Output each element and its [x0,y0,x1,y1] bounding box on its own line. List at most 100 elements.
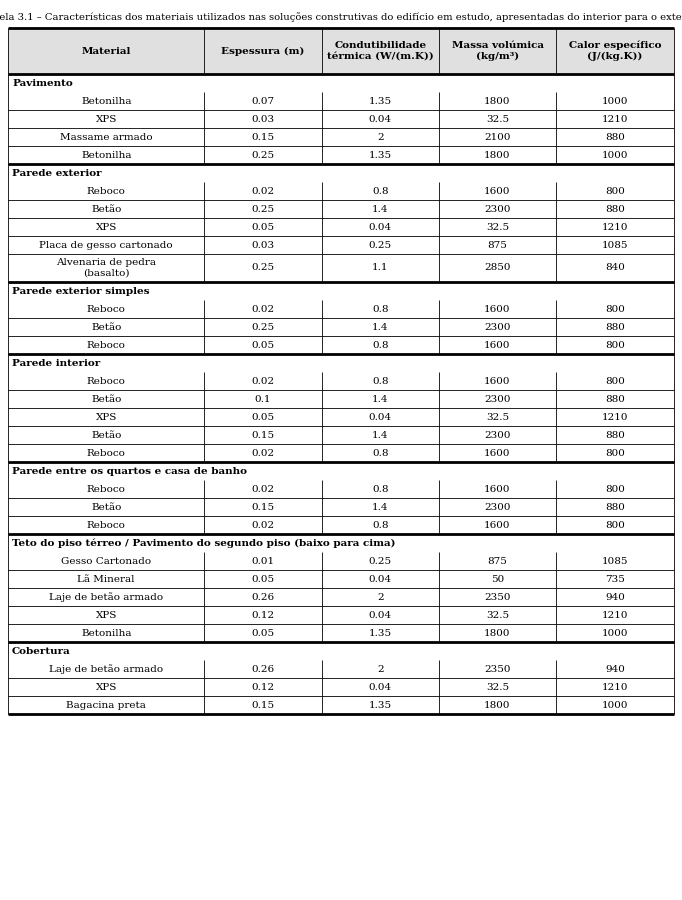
Text: 1.35: 1.35 [369,628,392,637]
Text: 0.25: 0.25 [252,322,275,331]
Text: 800: 800 [605,484,625,493]
Text: Reboco: Reboco [87,448,125,457]
Text: 1210: 1210 [602,610,628,619]
Text: 32.5: 32.5 [486,682,509,691]
Text: Placa de gesso cartonado: Placa de gesso cartonado [40,240,173,249]
Text: 2350: 2350 [484,592,511,601]
Text: 0.8: 0.8 [372,520,389,529]
Text: Betão: Betão [91,204,121,213]
Text: Reboco: Reboco [87,520,125,529]
Text: Cobertura: Cobertura [12,646,71,655]
Text: Lã Mineral: Lã Mineral [78,574,135,583]
Text: 0.12: 0.12 [252,682,275,691]
Text: 0.07: 0.07 [252,96,275,105]
Text: 0.04: 0.04 [369,412,392,421]
Text: Calor específico
(J/(kg.K)): Calor específico (J/(kg.K)) [569,41,662,61]
Text: 0.15: 0.15 [252,132,275,141]
Text: 0.03: 0.03 [252,240,275,249]
Text: Parede entre os quartos e casa de banho: Parede entre os quartos e casa de banho [12,466,247,475]
Text: 1210: 1210 [602,222,628,231]
Text: 1000: 1000 [602,150,628,159]
Text: 0.04: 0.04 [369,574,392,583]
Text: 1085: 1085 [602,556,628,565]
Text: Tabela 3.1 – Características dos materiais utilizados nas soluções construtivas : Tabela 3.1 – Características dos materia… [0,12,682,22]
Text: 2300: 2300 [484,394,511,403]
Text: 0.02: 0.02 [252,376,275,385]
Text: XPS: XPS [95,610,117,619]
Text: 1600: 1600 [484,520,511,529]
Text: 880: 880 [605,204,625,213]
Text: 1.35: 1.35 [369,150,392,159]
Text: Laje de betão armado: Laje de betão armado [49,592,163,602]
Text: Betonilha: Betonilha [81,96,132,105]
Text: Reboco: Reboco [87,186,125,195]
Text: 1800: 1800 [484,628,511,637]
Text: Teto do piso térreo / Pavimento do segundo piso (baixo para cima): Teto do piso térreo / Pavimento do segun… [12,538,396,548]
Text: Betonilha: Betonilha [81,628,132,637]
Text: 0.02: 0.02 [252,304,275,313]
Text: 0.02: 0.02 [252,484,275,493]
Text: Pavimento: Pavimento [12,78,73,87]
Text: 0.1: 0.1 [255,394,271,403]
Text: 2: 2 [377,664,383,673]
Text: XPS: XPS [95,682,117,691]
Text: 0.05: 0.05 [252,222,275,231]
Text: 2: 2 [377,132,383,141]
Text: 2: 2 [377,592,383,601]
Text: 1000: 1000 [602,700,628,709]
Text: 32.5: 32.5 [486,610,509,619]
Text: Gesso Cartonado: Gesso Cartonado [61,556,151,565]
Text: 1085: 1085 [602,240,628,249]
Text: 1000: 1000 [602,96,628,105]
Text: 1600: 1600 [484,340,511,349]
Text: 1600: 1600 [484,376,511,385]
Text: XPS: XPS [95,222,117,231]
Text: 875: 875 [488,240,507,249]
Text: 1210: 1210 [602,114,628,123]
Text: 800: 800 [605,448,625,457]
Text: 1.4: 1.4 [372,394,389,403]
Text: 0.25: 0.25 [369,240,392,249]
Text: 1.4: 1.4 [372,322,389,331]
Text: 1.35: 1.35 [369,96,392,105]
Text: Betão: Betão [91,430,121,439]
Text: 800: 800 [605,304,625,313]
Text: 0.8: 0.8 [372,376,389,385]
Text: XPS: XPS [95,114,117,123]
Text: 880: 880 [605,502,625,511]
Text: 2100: 2100 [484,132,511,141]
Text: 1210: 1210 [602,682,628,691]
Text: Betão: Betão [91,394,121,403]
Text: Massa volúmica
(kg/m³): Massa volúmica (kg/m³) [451,41,544,61]
Text: 0.05: 0.05 [252,340,275,349]
Text: Reboco: Reboco [87,376,125,385]
Text: 0.01: 0.01 [252,556,275,565]
Text: 32.5: 32.5 [486,222,509,231]
Text: Parede interior: Parede interior [12,358,100,367]
Text: 2300: 2300 [484,322,511,331]
Text: 1800: 1800 [484,700,511,709]
Text: 1000: 1000 [602,628,628,637]
Text: Betão: Betão [91,322,121,331]
Text: 2350: 2350 [484,664,511,673]
Text: 0.02: 0.02 [252,186,275,195]
Text: 880: 880 [605,430,625,439]
Text: Betão: Betão [91,502,121,511]
Text: 1600: 1600 [484,304,511,313]
Text: Parede exterior simples: Parede exterior simples [12,286,149,295]
Text: 2300: 2300 [484,502,511,511]
Text: Material: Material [82,47,131,56]
Text: 0.03: 0.03 [252,114,275,123]
Text: 1800: 1800 [484,150,511,159]
Text: XPS: XPS [95,412,117,421]
Text: 50: 50 [491,574,504,583]
Text: 875: 875 [488,556,507,565]
Text: 0.05: 0.05 [252,628,275,637]
Text: 0.04: 0.04 [369,114,392,123]
Text: 880: 880 [605,322,625,331]
Text: 0.26: 0.26 [252,592,275,601]
Bar [8,28,674,74]
Text: 0.02: 0.02 [252,448,275,457]
Text: 0.8: 0.8 [372,340,389,349]
Text: Espessura (m): Espessura (m) [222,47,305,56]
